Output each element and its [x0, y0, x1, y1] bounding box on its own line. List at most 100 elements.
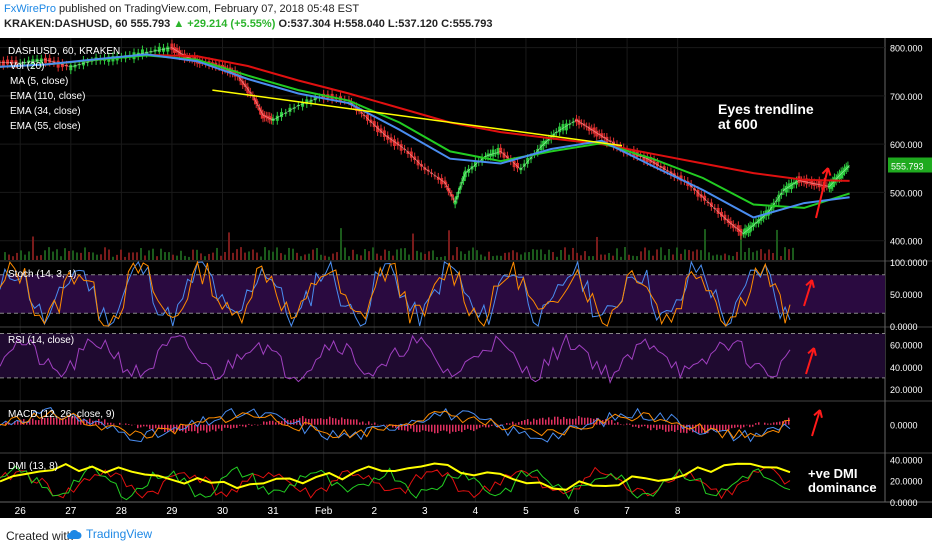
volume-bar — [316, 247, 318, 260]
candle-body — [284, 112, 288, 114]
macd-histogram-bar — [566, 418, 568, 425]
y-tick-label: 60.0000 — [890, 341, 923, 351]
macd-histogram-bar — [413, 424, 415, 432]
macd-histogram-bar — [779, 421, 781, 425]
volume-bar — [48, 247, 50, 260]
volume-bar — [64, 248, 66, 260]
candle-body — [662, 166, 666, 171]
x-tick-label: 26 — [15, 506, 27, 517]
candle-body — [301, 102, 305, 107]
volume-bar — [380, 255, 382, 260]
candle-body — [10, 60, 14, 65]
candle-body — [0, 60, 1, 66]
macd-histogram-bar — [233, 424, 235, 428]
macd-histogram-bar — [242, 424, 244, 427]
macd-histogram-bar — [236, 424, 238, 428]
volume-bar — [488, 251, 490, 260]
volume-bar — [524, 252, 526, 260]
chart-area[interactable]: 26 27 28 29 30 31 Feb 2 3 4 5 6 7 8 800.000 700.000 600.… — [0, 38, 932, 518]
volume-bar — [612, 255, 614, 260]
volume-bar — [272, 251, 274, 260]
volume-bar — [232, 252, 234, 260]
macd-histogram-bar — [668, 424, 670, 432]
candle-body — [499, 147, 503, 154]
candle-body — [44, 57, 48, 63]
candle-body — [241, 80, 245, 86]
macd-histogram-bar — [551, 419, 553, 425]
macd-histogram-bar — [176, 424, 178, 431]
tradingview-link[interactable]: TradingView — [66, 527, 152, 541]
volume-bar — [220, 255, 222, 260]
volume-bar — [468, 250, 470, 260]
indicator-legend-item: EMA (110, close) — [10, 91, 85, 102]
macd-histogram-bar — [437, 424, 439, 434]
volume-bar — [508, 252, 510, 260]
macd-histogram-bar — [140, 424, 142, 428]
candle-body — [60, 62, 64, 68]
volume-bar — [224, 252, 226, 260]
stoch-d-line — [0, 260, 791, 327]
candle-body — [736, 225, 740, 232]
macd-histogram-bar — [572, 418, 574, 425]
macd-histogram-bar — [662, 424, 664, 430]
volume-bar — [144, 255, 146, 260]
macd-histogram-bar — [680, 424, 682, 433]
indicator-legend-item: Vol (20) — [10, 61, 44, 72]
x-tick-label: 5 — [523, 506, 529, 517]
volume-bar — [292, 248, 294, 260]
macd-histogram-bar — [488, 424, 490, 428]
macd-histogram-bar — [83, 418, 85, 425]
volume-bar — [464, 253, 466, 260]
macd-histogram-bar — [344, 419, 346, 425]
symbol-line: KRAKEN:DASHUSD, 60 555.793 ▲ +29.214 (+5… — [4, 18, 492, 30]
candle-body — [494, 152, 498, 154]
macd-histogram-bar — [770, 423, 772, 425]
candle-body — [679, 175, 683, 181]
macd-histogram-bar — [533, 418, 535, 425]
macd-histogram-bar — [515, 423, 517, 425]
volume-bar — [136, 252, 138, 260]
volume-bar — [252, 249, 254, 260]
macd-histogram-bar — [74, 416, 76, 425]
macd-histogram-bar — [263, 421, 265, 425]
candle-body — [642, 155, 646, 162]
volume-bar — [4, 252, 6, 260]
macd-histogram-bar — [407, 424, 409, 432]
volume-bar — [712, 255, 714, 260]
macd-histogram-bar — [521, 421, 523, 425]
volume-bar — [756, 250, 758, 260]
volume-bar — [772, 253, 774, 260]
macd-histogram-bar — [506, 423, 508, 425]
volume-bar — [528, 252, 530, 260]
volume-bar — [404, 248, 406, 260]
symbol-label: KRAKEN:DASHUSD, 60 — [4, 18, 128, 30]
macd-histogram-bar — [431, 424, 433, 432]
volume-bar — [324, 255, 326, 260]
candle-body — [762, 214, 766, 219]
volume-bar — [176, 255, 178, 260]
volume-bar — [716, 254, 718, 260]
last-price: 555.793 — [130, 18, 171, 30]
macd-histogram-bar — [77, 416, 79, 425]
macd-histogram-bar — [194, 424, 196, 432]
candle-body — [595, 130, 599, 137]
macd-histogram-bar — [632, 424, 634, 427]
candle-body — [652, 159, 656, 165]
macd-histogram-bar — [197, 424, 199, 434]
macd-histogram-bar — [203, 424, 205, 431]
candle-body — [178, 50, 182, 57]
x-tick-label: 29 — [166, 506, 178, 517]
volume-bar — [76, 252, 78, 260]
tradingview-brand: TradingView — [86, 527, 153, 541]
volume-bar — [460, 251, 462, 260]
macd-histogram-bar — [485, 424, 487, 428]
macd-histogram-bar — [281, 420, 283, 425]
volume-bar — [336, 252, 338, 260]
volume-bar — [192, 249, 194, 260]
candle-body — [592, 127, 596, 134]
macd-histogram-bar — [35, 420, 37, 425]
author-link[interactable]: FxWirePro — [4, 3, 56, 15]
candle-body — [6, 59, 10, 65]
volume-bar — [52, 251, 54, 260]
macd-histogram-bar — [266, 421, 268, 425]
